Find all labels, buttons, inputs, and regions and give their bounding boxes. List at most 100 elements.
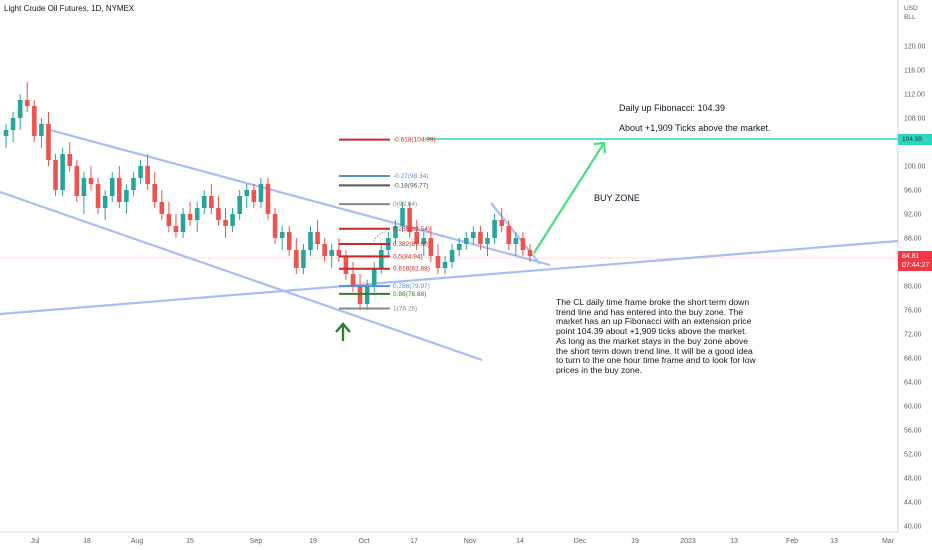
candle-body (209, 196, 214, 208)
candle-body (201, 196, 207, 208)
candle-body (216, 208, 221, 220)
candle-body (244, 190, 250, 196)
time-tick-label: Dec (574, 538, 587, 545)
candle-body (513, 238, 519, 244)
price-tick-label: 96.00 (904, 188, 922, 195)
fib-level-label: 0.5(84.94) (393, 253, 423, 260)
candle-body (152, 184, 158, 202)
candle-body (223, 220, 228, 226)
candle-body (378, 250, 384, 268)
fib-level-label: 0.86(78.68) (393, 291, 426, 298)
candle-body (449, 250, 455, 262)
fib-level-label: 1(76.25) (393, 306, 417, 313)
ticks-above-text: About +1,909 Ticks above the market. (619, 123, 770, 133)
unit-label: BLL (904, 14, 916, 21)
candle-body (53, 160, 58, 190)
candle-body (24, 100, 30, 106)
time-tick-label: Sep (250, 538, 263, 545)
candle-body (301, 250, 306, 268)
target-price-badge: 104.39 (898, 134, 932, 145)
candle-body (194, 208, 200, 220)
countdown-value: 07:44:27 (902, 262, 930, 269)
axis-currency: USD BLL (904, 4, 918, 22)
candle-body (336, 250, 342, 256)
time-tick-label: Aug (131, 538, 144, 545)
candle-body (357, 286, 363, 304)
fib-title-text: Daily up Fibonacci: 104.39 (619, 103, 725, 113)
candle-body (315, 232, 320, 244)
candle-body (166, 214, 172, 226)
long-uptrend-line (0, 239, 899, 316)
candle-body (230, 214, 235, 226)
fib-connector-curve (371, 231, 387, 245)
candle-body (173, 226, 179, 232)
fib-level-label: 0.382(87.00) (393, 241, 430, 248)
time-tick-label: 17 (410, 538, 418, 545)
candle-body (279, 232, 285, 238)
price-tick-label: 92.00 (904, 212, 922, 219)
candle-body (456, 244, 462, 250)
candle-body (400, 208, 405, 226)
candle-body (258, 184, 264, 202)
last-price-value: 84.81 (902, 253, 920, 260)
candle-body (286, 232, 292, 250)
candle-body (421, 238, 427, 244)
time-tick-label: 13 (830, 538, 838, 545)
time-tick-label: 2023 (680, 538, 696, 545)
time-tick-label: 18 (83, 538, 91, 545)
time-tick-label: Mar (882, 538, 895, 545)
candle-body (478, 232, 483, 244)
price-tick-label: 76.00 (904, 308, 922, 315)
analysis-description: The CL daily time frame broke the short … (556, 297, 756, 375)
candle-body (32, 106, 37, 136)
candle-body (17, 100, 23, 118)
candle-body (102, 196, 108, 208)
price-tick-label: 40.00 (904, 524, 922, 531)
candle-body (329, 250, 335, 256)
candle-body (294, 250, 299, 268)
candle-body (46, 124, 51, 160)
price-tick-label: 112.00 (904, 92, 925, 99)
buy-zone-label: BUY ZONE (594, 193, 640, 203)
candle-body (485, 238, 490, 244)
candle-body (145, 166, 150, 184)
candle-body (414, 232, 420, 244)
candle-body (527, 250, 533, 256)
time-tick-label: 14 (516, 538, 524, 545)
candle-body (251, 190, 257, 202)
time-tick-label: 19 (309, 538, 317, 545)
price-tick-label: 108.00 (904, 116, 926, 123)
price-tick-label: 88.00 (904, 236, 922, 243)
candle-body (393, 226, 398, 238)
time-tick-label: Nov (464, 538, 477, 545)
time-tick-label: 15 (186, 538, 194, 545)
candle-body (10, 118, 16, 130)
time-axis-ticks: Jul 18 Aug 15 Sep 19 Oct 17 Nov 14 Dec 19 2023 13 Feb 1… (31, 538, 895, 545)
candle-body (463, 238, 469, 244)
candle-body (308, 232, 313, 250)
candle-body (471, 232, 476, 238)
price-tick-label: 56.00 (904, 428, 922, 435)
candle-body (520, 238, 526, 250)
candle-body (95, 184, 101, 208)
price-tick-label: 100.00 (904, 164, 926, 171)
candle-body (364, 286, 370, 304)
fib-level-label: -0.18(96.77) (393, 182, 428, 189)
fib-level-label: 0.786(79.97) (393, 283, 430, 290)
candle-body (60, 154, 65, 190)
candles (3, 82, 533, 310)
time-tick-label: Jul (31, 538, 40, 545)
fib-level-label: 0.618(82.88) (393, 266, 430, 273)
candle-body (3, 130, 9, 136)
candle-body (187, 214, 193, 220)
candle-body (265, 184, 271, 214)
time-tick-label: 19 (631, 538, 639, 545)
candle-body (138, 166, 143, 178)
price-tick-label: 60.00 (904, 404, 922, 411)
fib-level-label: 0(93.64) (393, 201, 417, 208)
candle-body (237, 196, 242, 214)
candle-body (74, 166, 80, 196)
time-tick-label: Oct (359, 538, 370, 545)
price-tick-label: 52.00 (904, 452, 922, 459)
